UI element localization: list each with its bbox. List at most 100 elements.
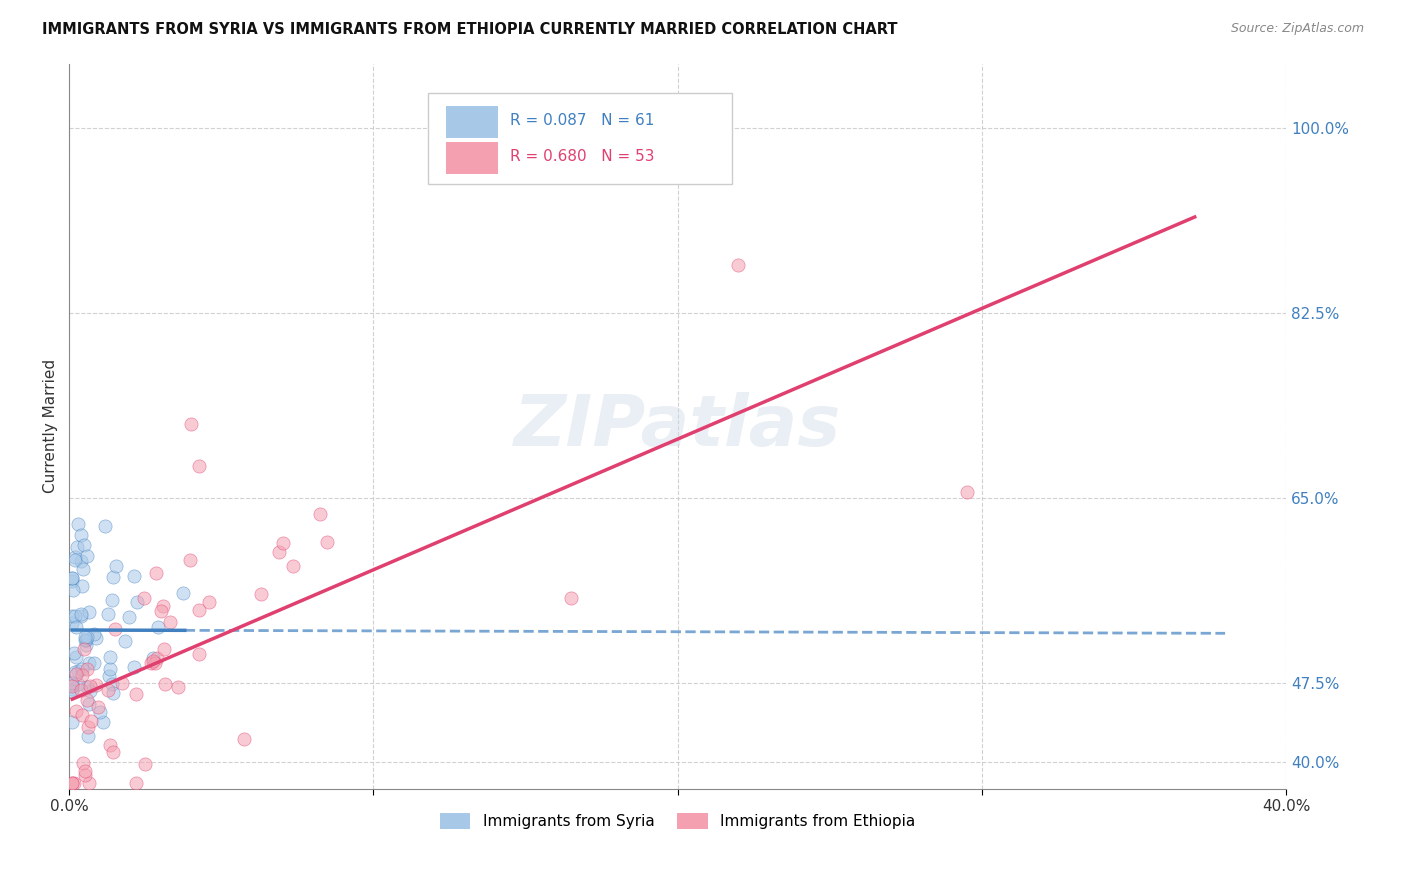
Point [198, 594, 221, 608]
Point [77, 605, 100, 619]
Point [60, 571, 83, 585]
Point [187, 647, 209, 661]
Point [60, 572, 83, 586]
Point [60, 681, 83, 696]
Point [83, 626, 105, 640]
Point [103, 622, 125, 636]
FancyBboxPatch shape [447, 143, 498, 174]
Point [75, 764, 97, 778]
Point [77, 720, 100, 734]
Point [65, 665, 87, 679]
Point [103, 685, 125, 699]
Point [146, 620, 169, 634]
Point [101, 570, 124, 584]
Text: ZIPatlas: ZIPatlas [515, 392, 841, 461]
Point [127, 594, 149, 608]
Point [69, 554, 91, 568]
Point [70, 527, 93, 541]
Point [149, 604, 172, 618]
Point [271, 536, 294, 550]
Point [89, 705, 111, 719]
Point [63, 776, 86, 790]
Point [60, 615, 83, 630]
Point [72, 756, 94, 770]
FancyBboxPatch shape [429, 93, 733, 184]
Point [66, 664, 89, 678]
Point [188, 603, 211, 617]
Point [73, 641, 96, 656]
Point [73, 538, 96, 552]
FancyBboxPatch shape [447, 106, 498, 138]
Point [70, 608, 93, 623]
Point [139, 657, 162, 671]
Point [63, 608, 86, 623]
Point [65, 650, 87, 665]
Point [167, 681, 190, 695]
Point [73, 630, 96, 644]
Point [77, 697, 100, 711]
Point [125, 776, 148, 790]
Point [60, 679, 83, 693]
Point [60, 608, 83, 623]
Point [75, 638, 97, 652]
Point [159, 615, 181, 630]
Point [69, 607, 91, 621]
Point [66, 677, 89, 691]
Point [60, 574, 83, 589]
Text: R = 0.087   N = 61: R = 0.087 N = 61 [510, 113, 654, 128]
Point [97, 683, 120, 698]
Point [101, 744, 124, 758]
Y-axis label: Currently Married: Currently Married [44, 359, 58, 493]
Point [62, 646, 84, 660]
Point [560, 591, 582, 606]
Point [114, 634, 136, 648]
Point [134, 757, 156, 772]
Point [84, 678, 107, 692]
Point [83, 657, 105, 671]
Point [60, 714, 83, 729]
Legend: Immigrants from Syria, Immigrants from Ethiopia: Immigrants from Syria, Immigrants from E… [433, 807, 921, 835]
Point [104, 559, 127, 574]
Point [100, 650, 122, 665]
Point [79, 679, 101, 693]
Point [97, 607, 120, 621]
Point [80, 714, 103, 729]
Point [111, 675, 134, 690]
Point [122, 568, 145, 582]
Point [91, 714, 114, 729]
Point [87, 700, 110, 714]
Point [727, 258, 749, 272]
Point [77, 656, 100, 670]
Point [63, 549, 86, 564]
Point [76, 662, 98, 676]
Point [153, 642, 176, 657]
Point [60, 677, 83, 691]
Point [955, 485, 977, 500]
Point [76, 630, 98, 644]
Point [153, 677, 176, 691]
Point [75, 633, 97, 648]
Point [98, 738, 121, 752]
Point [73, 767, 96, 781]
Point [122, 660, 145, 674]
Point [179, 553, 201, 567]
Point [86, 632, 108, 646]
Point [143, 656, 166, 670]
Point [67, 517, 90, 532]
Point [60, 676, 83, 690]
Point [134, 591, 156, 605]
Point [142, 650, 165, 665]
Point [65, 619, 87, 633]
Point [73, 633, 96, 648]
Point [60, 775, 83, 789]
Point [309, 507, 332, 521]
Point [188, 458, 211, 473]
Point [98, 662, 121, 676]
Text: R = 0.680   N = 53: R = 0.680 N = 53 [510, 149, 654, 163]
Point [77, 776, 100, 790]
Point [100, 592, 122, 607]
Point [180, 417, 202, 431]
Point [79, 684, 101, 698]
Point [146, 651, 169, 665]
Point [76, 549, 98, 563]
